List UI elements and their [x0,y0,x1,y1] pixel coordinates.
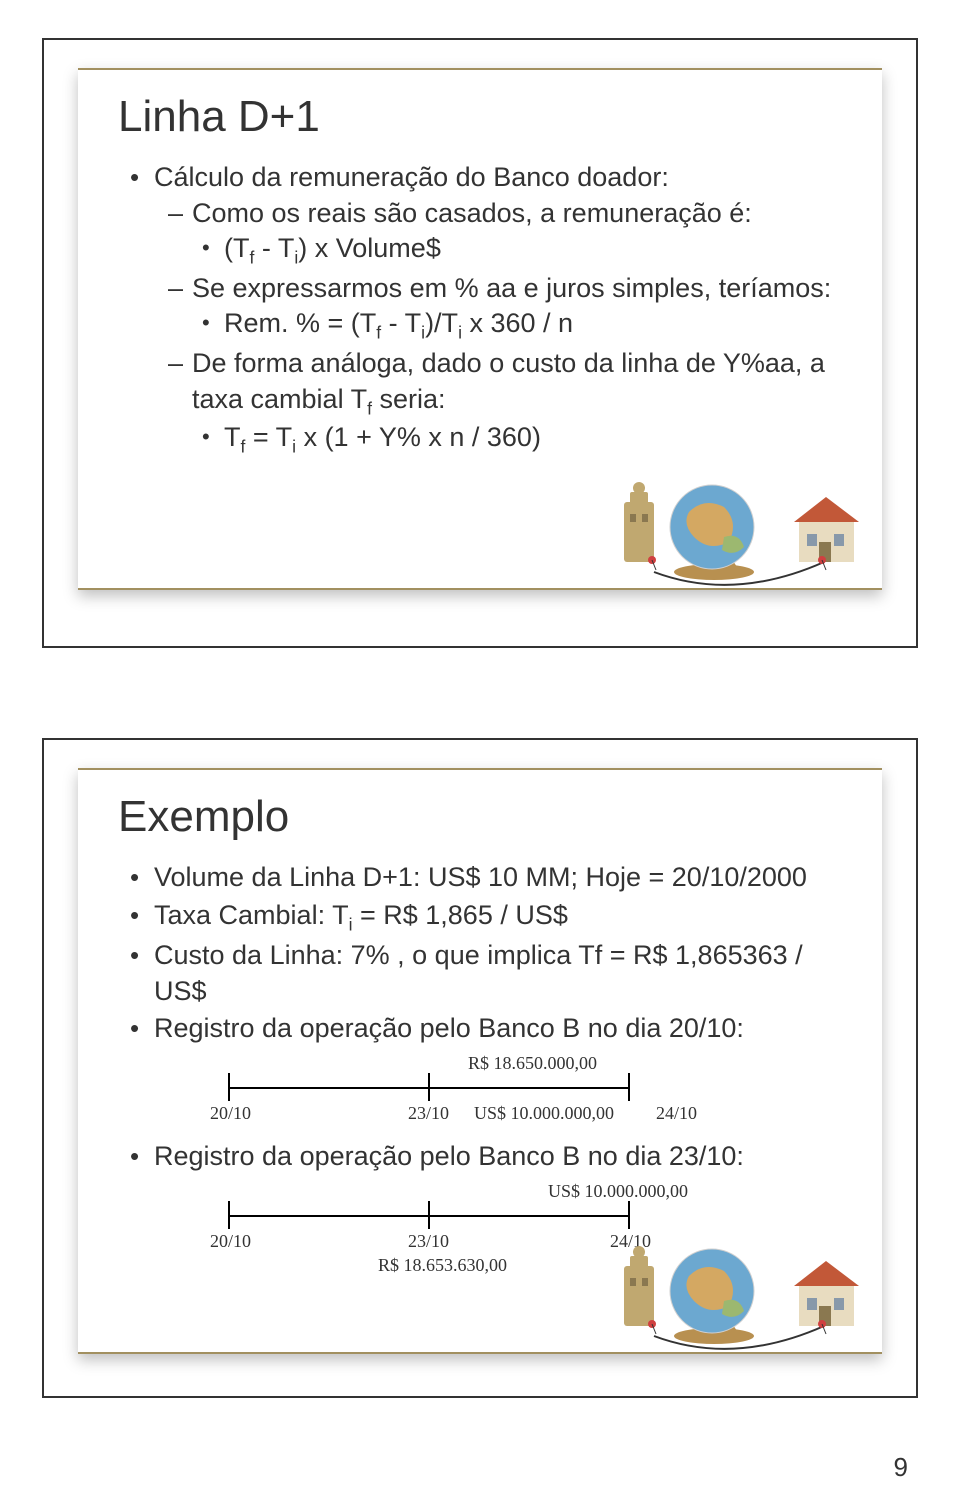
slide2-item3: Custo da Linha: 7% , o que implica Tf = … [130,938,842,1009]
slide1-title: Linha D+1 [118,92,842,142]
slide1-list: Cálculo da remuneração do Banco doador: … [118,160,842,459]
slide2-item2: Taxa Cambial: Ti = R$ 1,865 / US$ [130,898,842,937]
slide1-b1-1: Cálculo da remuneração do Banco doador: … [130,160,842,459]
tl1-d2: 23/10 [408,1103,449,1124]
globe-illustration-2 [594,1206,874,1356]
tl2-bottom-amount: R$ 18.653.630,00 [378,1255,507,1276]
slide-frame-1: Linha D+1 Cálculo da remuneração do Banc… [42,38,918,648]
slide-panel-1: Linha D+1 Cálculo da remuneração do Banc… [78,68,882,590]
slide1-b2-2: Se expressarmos em % aa e juros simples,… [168,271,842,345]
slide1-formula2: Rem. % = (Tf - Ti)/Ti x 360 / n [202,306,842,345]
timeline-1: R$ 18.650.000,00 20/10 23/10 US$ 10.000.… [178,1057,738,1121]
page-number: 9 [894,1452,908,1483]
slide-frame-2: Exemplo Volume da Linha D+1: US$ 10 MM; … [42,738,918,1398]
tl1-d3-amount: US$ 10.000.000,00 [474,1103,614,1124]
tl1-d3: 24/10 [656,1103,697,1124]
slide1-formula1: (Tf - Ti) x Volume$ [202,231,842,270]
slide2-list: Volume da Linha D+1: US$ 10 MM; Hoje = 2… [118,860,842,1047]
slide2-title: Exemplo [118,792,842,842]
slide2-item5: Registro da operação pelo Banco B no dia… [130,1139,842,1175]
tl2-d1: 20/10 [210,1231,251,1252]
slide2-item1: Volume da Linha D+1: US$ 10 MM; Hoje = 2… [130,860,842,896]
tl1-d1: 20/10 [210,1103,251,1124]
globe-illustration [594,442,874,592]
tl2-d2: 23/10 [408,1231,449,1252]
slide-panel-2: Exemplo Volume da Linha D+1: US$ 10 MM; … [78,768,882,1354]
slide1-b2-1: Como os reais são casados, a remuneração… [168,196,842,270]
tl1-top-amount: R$ 18.650.000,00 [468,1053,597,1074]
slide2-item4: Registro da operação pelo Banco B no dia… [130,1011,842,1047]
tl2-top-amount: US$ 10.000.000,00 [548,1181,688,1202]
